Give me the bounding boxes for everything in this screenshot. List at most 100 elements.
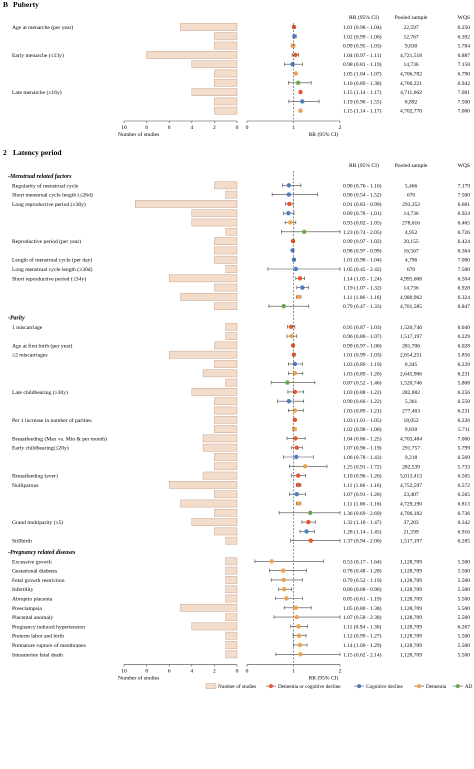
column-header-rr: RR (95% CI) xyxy=(349,14,379,21)
rr-axis-title: RR (95% CI) xyxy=(309,131,339,138)
study-count-bar xyxy=(225,190,238,199)
wqs-value: 6.928 xyxy=(458,286,471,292)
row-label: Abruptio placenta xyxy=(12,597,53,603)
wqs-value: 6.285 xyxy=(458,539,471,545)
wqs-value: 6.924 xyxy=(458,211,471,217)
wqs-value: 5.500 xyxy=(458,578,471,584)
rr-value: 0.91 (0.83 - 0.99) xyxy=(343,201,382,208)
point-estimate xyxy=(304,529,309,534)
rr-value: 1.14 (1.05 - 1.24) xyxy=(343,275,382,282)
row-label: Age at menarche (per year) xyxy=(12,24,73,31)
rr-value: 0.98 (0.81 - 1.19) xyxy=(343,61,382,68)
study-count-bar xyxy=(225,641,238,649)
point-estimate xyxy=(298,108,303,113)
pooled-sample: 1,517,197 xyxy=(400,539,422,545)
rr-value: 1.03 (0.89 - 1.21) xyxy=(343,408,382,415)
rr-value: 1.07 (0.96 - 1.19) xyxy=(343,445,382,452)
pooled-sample: 9,830 xyxy=(405,427,418,433)
point-estimate xyxy=(291,24,297,30)
study-count-bar xyxy=(214,453,238,461)
point-estimate xyxy=(286,211,291,216)
rr-value: 1.02 (0.98 - 1.06) xyxy=(343,426,382,433)
pooled-sample: 291,757 xyxy=(402,446,420,452)
point-estimate xyxy=(281,568,286,573)
pooled-sample: 1,128,709 xyxy=(400,559,422,565)
rr-axis-tick-label: 2 xyxy=(339,669,342,675)
bar-axis-tick-label: 8 xyxy=(145,669,148,675)
legend-swatch-dot xyxy=(417,684,422,689)
point-estimate xyxy=(300,99,305,104)
point-estimate xyxy=(281,577,286,583)
point-estimate xyxy=(290,43,296,48)
pooled-sample: 4,706,182 xyxy=(400,511,422,517)
row-label: Breastfeeding (Max vs. Min & per month) xyxy=(12,435,107,442)
study-count-bar xyxy=(225,613,238,621)
rr-value: 0.90 (0.66 - 1.22) xyxy=(343,398,382,405)
pooled-sample: 4,706,782 xyxy=(400,72,422,78)
row-label: Gestational diabetes xyxy=(12,569,57,575)
rr-value: 0.53 (0.17 - 1.64) xyxy=(343,558,382,565)
point-estimate xyxy=(269,559,274,564)
point-estimate xyxy=(286,399,292,404)
wqs-value: 6.916 xyxy=(458,529,471,535)
rr-value: 1.15 (0.62 - 2.14) xyxy=(343,651,382,658)
row-label: Late menarche (≥16y) xyxy=(12,89,62,96)
study-count-bar xyxy=(214,415,238,424)
rr-value: 1.28 (1.14 - 1.45) xyxy=(343,528,382,535)
study-count-bar xyxy=(191,218,238,227)
wqs-value: 7.158 xyxy=(458,62,471,68)
point-estimate xyxy=(302,464,308,469)
pooled-sample: 277,463 xyxy=(402,409,420,415)
row-label: Reproductive period (per year) xyxy=(12,238,81,245)
point-estimate xyxy=(291,352,297,357)
pooled-sample: 5,013,413 xyxy=(400,474,422,480)
pooled-sample: 1,128,709 xyxy=(400,578,422,584)
bar-axis-tick-label: 8 xyxy=(145,125,148,131)
bar-axis-tick-label: 4 xyxy=(190,125,193,131)
rr-value: 0.99 (0.97 - 1.02) xyxy=(343,238,382,245)
pooled-sample: 2,645,906 xyxy=(400,371,422,377)
pooled-sample: 14,736 xyxy=(403,286,418,292)
row-label: Early menarche (≤13y) xyxy=(12,52,64,59)
wqs-value: 7.500 xyxy=(458,267,471,273)
rr-value: 0.85 (0.61 - 1.19) xyxy=(343,596,382,603)
wqs-value: 5.500 xyxy=(458,606,471,612)
study-count-bar xyxy=(191,209,238,218)
rr-value: 0.89 (0.78 - 1.01) xyxy=(343,210,382,217)
study-count-bar xyxy=(202,443,238,452)
point-estimate xyxy=(290,238,296,244)
row-label: Long menstrual cycle length (≥30d) xyxy=(12,266,93,273)
point-estimate xyxy=(285,380,290,385)
study-count-bar xyxy=(191,518,238,526)
wqs-value: 6.424 xyxy=(458,239,471,245)
study-count-bar xyxy=(168,481,238,489)
pooled-sample: 4,700,221 xyxy=(400,81,422,87)
row-label: Infertility xyxy=(12,586,34,593)
rr-value: 1.06 (0.78 - 1.43) xyxy=(343,454,382,461)
rr-value: 0.90 (0.76 - 1.16) xyxy=(343,182,382,189)
study-count-bar xyxy=(214,406,238,415)
rr-value: 1.04 (0.86 - 1.25) xyxy=(343,435,382,442)
study-count-bar xyxy=(225,227,238,236)
pooled-sample: 1,128,709 xyxy=(400,606,422,612)
pooled-sample: 4,729,190 xyxy=(400,502,422,508)
study-count-bar xyxy=(225,378,238,387)
pooled-sample: 16,567 xyxy=(403,248,418,254)
rr-value: 1.11 (1.06 - 1.16) xyxy=(343,294,381,301)
row-label: Excessive growth xyxy=(12,559,52,565)
study-count-bar xyxy=(214,237,238,245)
pooled-sample: 8,345 xyxy=(405,362,418,368)
study-count-bar xyxy=(168,350,238,359)
study-count-bar xyxy=(214,69,238,78)
column-header-wqs: WQS xyxy=(458,15,470,21)
rr-value: 0.79 (0.47 - 1.33) xyxy=(343,303,382,310)
pooled-sample: 1,128,709 xyxy=(400,634,422,640)
point-estimate xyxy=(294,454,299,460)
wqs-value: 7.000 xyxy=(458,109,471,115)
pooled-sample: 278,616 xyxy=(402,221,420,227)
rr-value: 1.19 (1.07 - 1.32) xyxy=(343,285,382,292)
pooled-sample: 14,736 xyxy=(403,211,418,217)
rr-value: 0.90 (0.54 - 1.52) xyxy=(343,192,382,199)
rr-value: 0.78 (0.48 - 1.28) xyxy=(343,568,382,575)
study-count-bar xyxy=(214,302,238,311)
